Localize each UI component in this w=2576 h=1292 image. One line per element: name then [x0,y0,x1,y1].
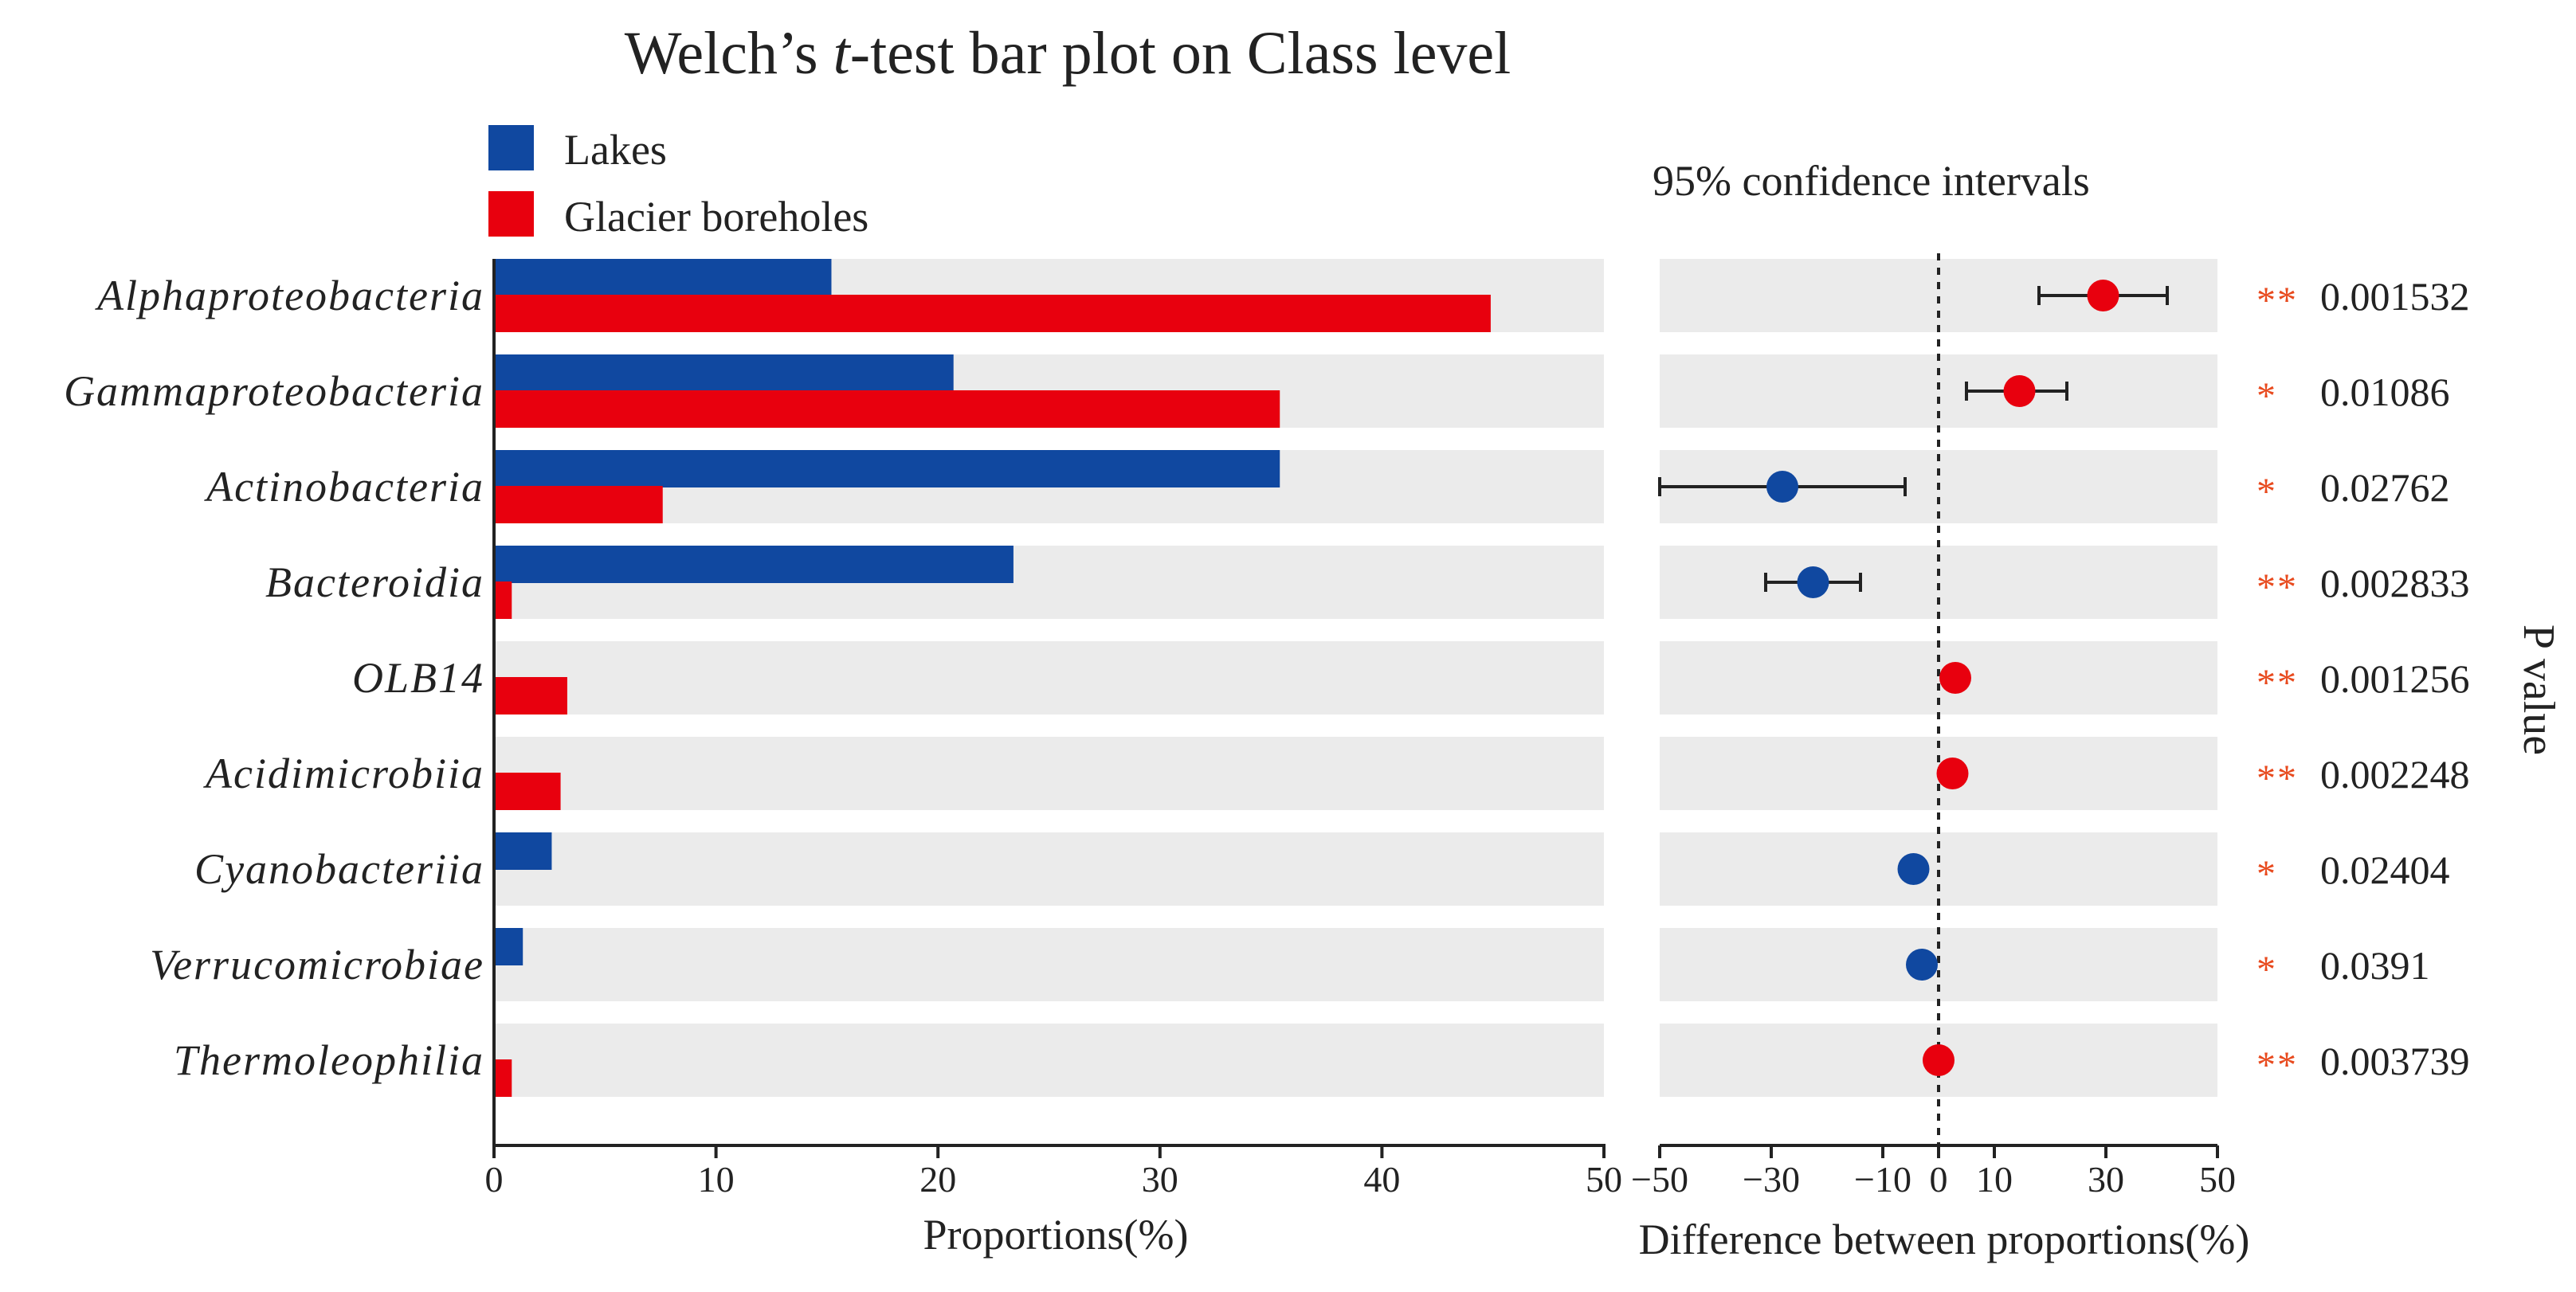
category-label-bacteroidia: Bacteroidia [265,558,484,606]
left-x-tick-label-0: 0 [485,1159,504,1200]
category-label-gammaproteobacteria: Gammaproteobacteria [64,367,484,415]
category-labels: Alphaproteobacteria Gammaproteobacteria Ac… [64,272,484,1084]
bars [494,259,1491,1097]
left-x-tick-label-20: 20 [919,1159,956,1200]
significance-stars-thermoleophilia: ** [2256,1044,2298,1086]
category-label-olb14: OLB14 [352,654,484,702]
bar-glacier-acidimicrobiia [494,773,561,810]
ci-points [1658,280,2169,1076]
left-x-tick-label-30: 30 [1142,1159,1178,1200]
ci-point-thermoleophilia [1923,1044,1955,1076]
ci-x-axis-label: Difference between proportions(%) [1639,1216,2250,1263]
ci-x-tick-label-2: −10 [1854,1159,1911,1200]
ci-point-verrucomicrobiae [1906,949,1938,981]
chart-title: Welch’s t-test bar plot on Class level [625,20,1511,87]
p-value-cyanobacteriia: 0.02404 [2320,848,2450,892]
row-bg-left-olb14 [494,641,1604,715]
category-label-thermoleophilia: Thermoleophilia [174,1036,484,1084]
legend-label-glacier-boreholes: Glacier boreholes [564,193,868,241]
ci-point-actinobacteria [1766,471,1798,503]
left-x-axis: 0 10 20 30 40 50 [485,259,1622,1200]
ci-point-cyanobacteriia [1897,853,1930,885]
ci-x-tick-label-5: 30 [2088,1159,2124,1200]
category-label-verrucomicrobiae: Verrucomicrobiae [150,941,484,989]
left-x-axis-label: Proportions(%) [923,1211,1189,1259]
category-label-cyanobacteriia: Cyanobacteriia [194,845,484,893]
p-value-olb14: 0.001256 [2320,656,2470,701]
left-x-tick-label-40: 40 [1363,1159,1400,1200]
legend-swatch-glacier-boreholes [488,191,534,237]
p-value-axis-label: P value [2514,624,2563,755]
legend: Lakes Glacier boreholes [488,125,868,241]
bar-glacier-alphaproteobacteria [494,295,1491,332]
significance-stars-acidimicrobiia: ** [2256,758,2298,800]
bar-lakes-bacteroidia [494,546,1014,583]
ci-point-acidimicrobiia [1936,758,1969,789]
bar-glacier-olb14 [494,677,567,715]
ci-x-tick-label-3: 0 [1930,1159,1948,1200]
bar-glacier-actinobacteria [494,486,663,523]
bar-lakes-cyanobacteriia [494,832,552,870]
bar-glacier-thermoleophilia [494,1059,512,1097]
row-bg-left-thermoleophilia [494,1024,1604,1097]
ci-point-bacteroidia [1797,566,1829,598]
ci-point-olb14 [1939,662,1971,694]
ci-x-tick-label-1: −30 [1743,1159,1800,1200]
p-value-gammaproteobacteria: 0.01086 [2320,370,2450,414]
category-label-actinobacteria: Actinobacteria [204,463,484,511]
p-value-actinobacteria: 0.02762 [2320,465,2450,510]
row-bg-left-cyanobacteriia [494,832,1604,906]
significance-stars-gammaproteobacteria: * [2256,375,2277,417]
bar-lakes-actinobacteria [494,450,1280,487]
legend-swatch-lakes [488,125,534,170]
category-label-acidimicrobiia: Acidimicrobiia [203,750,484,797]
category-label-alphaproteobacteria: Alphaproteobacteria [95,272,484,319]
significance-stars-actinobacteria: * [2256,471,2277,513]
significance-stars-olb14: ** [2256,662,2298,704]
p-values: ** 0.001532* 0.01086* 0.02762** 0.002833** 0.… [2256,274,2470,1086]
significance-stars-cyanobacteriia: * [2256,853,2277,895]
p-value-thermoleophilia: 0.003739 [2320,1039,2470,1083]
p-value-acidimicrobiia: 0.002248 [2320,752,2470,797]
p-value-bacteroidia: 0.002833 [2320,561,2470,605]
left-x-tick-label-50: 50 [1586,1159,1622,1200]
row-bg-left-acidimicrobiia [494,737,1604,810]
ci-x-tick-label-0: −50 [1631,1159,1688,1200]
ci-point-alphaproteobacteria [2087,280,2119,311]
left-x-tick-label-10: 10 [698,1159,735,1200]
p-value-alphaproteobacteria: 0.001532 [2320,274,2470,319]
bar-glacier-gammaproteobacteria [494,390,1280,428]
bar-lakes-gammaproteobacteria [494,354,954,392]
ci-panel-title: 95% confidence intervals [1653,157,2090,205]
ci-x-tick-label-4: 10 [1976,1159,2013,1200]
bar-lakes-alphaproteobacteria [494,259,832,296]
ci-point-gammaproteobacteria [2003,375,2036,407]
p-value-verrucomicrobiae: 0.0391 [2320,943,2430,988]
significance-stars-verrucomicrobiae: * [2256,949,2277,991]
row-bg-left-verrucomicrobiae [494,928,1604,1001]
bar-lakes-verrucomicrobiae [494,928,523,965]
ci-x-tick-label-6: 50 [2199,1159,2236,1200]
significance-stars-alphaproteobacteria: ** [2256,280,2298,322]
bar-glacier-bacteroidia [494,581,512,619]
legend-label-lakes: Lakes [564,126,667,174]
ci-x-axis: −50 −30 −10 0 10 30 50 [1631,1144,2236,1200]
significance-stars-bacteroidia: ** [2256,566,2298,609]
